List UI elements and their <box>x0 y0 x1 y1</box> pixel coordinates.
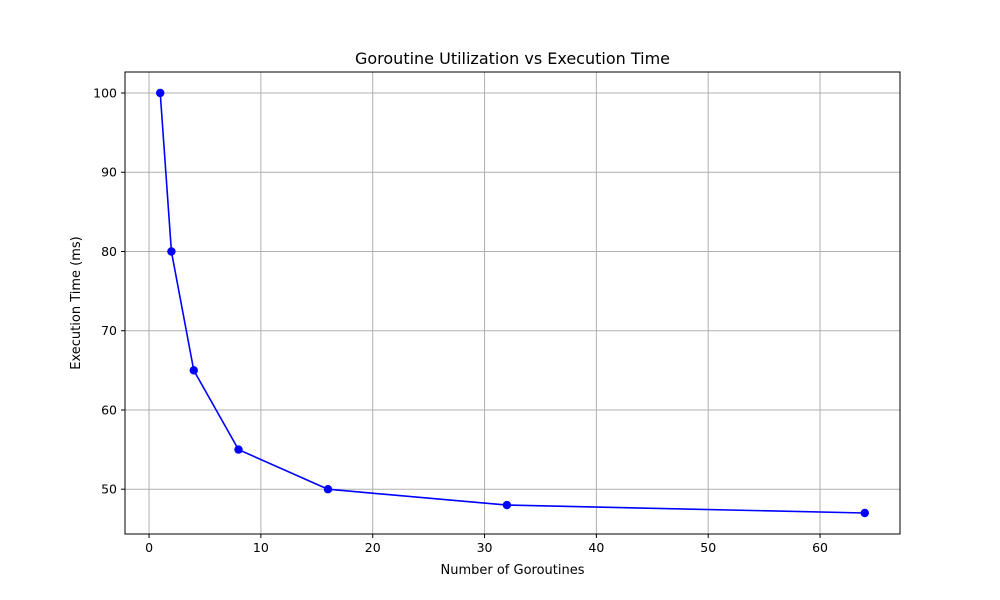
data-point <box>167 247 176 256</box>
y-axis-ticks: 50 60 70 80 90 100 <box>93 86 125 497</box>
y-tick-label: 60 <box>101 402 117 417</box>
series-layer <box>156 88 869 518</box>
data-point <box>234 445 243 454</box>
x-tick-label: 30 <box>477 540 493 555</box>
grid-layer <box>125 72 900 534</box>
x-tick-label: 10 <box>253 540 269 555</box>
x-axis-ticks: 0 10 20 30 40 50 60 <box>145 534 828 555</box>
y-tick-label: 70 <box>101 323 117 338</box>
data-point <box>502 500 512 510</box>
x-tick-label: 20 <box>365 540 381 555</box>
data-point <box>860 508 869 518</box>
y-tick-label: 50 <box>101 482 117 497</box>
x-tick-label: 0 <box>145 540 153 555</box>
data-point <box>189 366 198 375</box>
y-tick-label: 80 <box>101 244 117 259</box>
y-tick-label: 100 <box>93 86 117 101</box>
series-line <box>159 92 865 514</box>
chart-title: Goroutine Utilization vs Execution Time <box>355 49 670 68</box>
x-axis-label: Number of Goroutines <box>440 563 584 578</box>
x-tick-label: 40 <box>588 540 604 555</box>
y-axis-label: Execution Time (ms) <box>69 236 84 369</box>
x-tick-label: 50 <box>700 540 716 555</box>
x-tick-label: 60 <box>812 540 828 555</box>
y-tick-label: 90 <box>101 165 117 180</box>
data-point <box>323 485 333 494</box>
data-point <box>156 88 165 98</box>
plot-frame <box>124 71 901 535</box>
